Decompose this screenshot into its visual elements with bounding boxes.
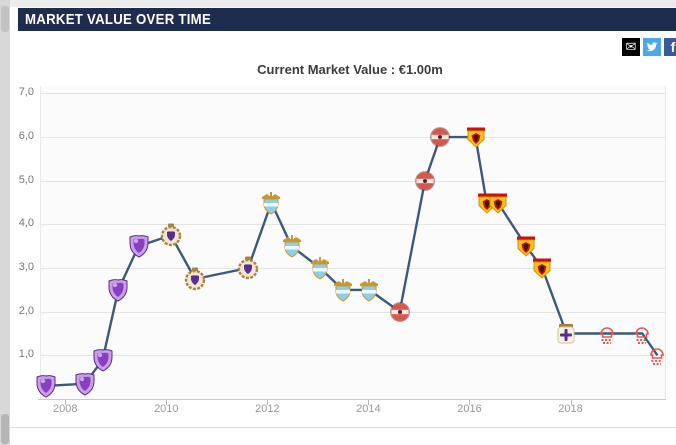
- y-axis-label: 5,0: [18, 173, 34, 186]
- red-outline-crest-icon[interactable]: [631, 322, 653, 346]
- section-divider: [10, 427, 676, 428]
- purple-shield-crest-icon[interactable]: [74, 372, 96, 396]
- section-header: MARKET VALUE OVER TIME: [18, 8, 676, 31]
- x-axis-tick: [368, 400, 370, 405]
- sky-blue-eagle-crest-icon[interactable]: [332, 278, 354, 302]
- gridline: [41, 93, 665, 95]
- x-axis-tick: [166, 400, 168, 405]
- y-axis-label: 3,0: [18, 261, 34, 274]
- yellow-red-hart-crest-icon[interactable]: [487, 191, 509, 215]
- purple-shield-crest-icon[interactable]: [107, 278, 129, 302]
- white-purple-cross-crest-icon[interactable]: [555, 322, 577, 346]
- sky-blue-eagle-crest-icon[interactable]: [260, 191, 282, 215]
- x-axis-label: 2008: [53, 403, 78, 415]
- gold-ornate-shield-crest-icon[interactable]: [160, 223, 182, 247]
- x-axis-tick: [267, 400, 269, 405]
- gridline: [41, 180, 665, 182]
- red-roundel-crest-icon[interactable]: [389, 300, 411, 324]
- x-axis-label: 2018: [558, 403, 583, 415]
- x-axis-tick: [65, 400, 67, 405]
- red-outline-crest-icon[interactable]: [646, 343, 668, 367]
- x-axis-label: 2014: [356, 403, 381, 415]
- purple-shield-crest-icon[interactable]: [35, 374, 57, 398]
- x-axis-label: 2010: [154, 403, 179, 415]
- red-outline-crest-icon[interactable]: [596, 322, 618, 346]
- chart-title: Current Market Value : €1.00m: [257, 62, 443, 77]
- y-axis-label: 7,0: [18, 86, 34, 99]
- gridline: [41, 311, 665, 313]
- x-axis-label: 2012: [255, 403, 280, 415]
- section-title: MARKET VALUE OVER TIME: [25, 11, 212, 28]
- y-axis-label: 4,0: [18, 217, 34, 230]
- email-share-icon[interactable]: ✉: [622, 38, 640, 56]
- gridline: [41, 137, 665, 139]
- purple-shield-crest-icon[interactable]: [92, 348, 114, 372]
- yellow-red-hart-crest-icon[interactable]: [531, 256, 553, 280]
- purple-shield-crest-icon[interactable]: [128, 234, 150, 258]
- gold-ornate-shield-crest-icon[interactable]: [237, 256, 259, 280]
- x-axis-tick: [469, 400, 471, 405]
- x-axis-tick: [570, 400, 572, 405]
- gridline: [41, 224, 665, 226]
- red-roundel-crest-icon[interactable]: [429, 125, 451, 149]
- scrollbar[interactable]: [0, 0, 10, 445]
- y-axis-label: 6,0: [18, 130, 34, 143]
- scrollbar-segment[interactable]: [1, 6, 9, 32]
- sky-blue-eagle-crest-icon[interactable]: [281, 234, 303, 258]
- page-top-edge: [0, 0, 676, 7]
- yellow-red-hart-crest-icon[interactable]: [515, 234, 537, 258]
- sky-blue-eagle-crest-icon[interactable]: [358, 278, 380, 302]
- y-axis-label: 2,0: [18, 304, 34, 317]
- gridline: [41, 268, 665, 270]
- red-roundel-crest-icon[interactable]: [414, 169, 436, 193]
- facebook-share-icon[interactable]: f: [664, 38, 676, 56]
- gold-ornate-shield-crest-icon[interactable]: [184, 267, 206, 291]
- y-axis-label: 1,0: [18, 348, 34, 361]
- x-axis-line: [38, 399, 666, 400]
- scrollbar-thumb[interactable]: [1, 414, 9, 444]
- x-axis-label: 2016: [457, 403, 482, 415]
- twitter-share-icon[interactable]: [643, 38, 661, 56]
- twitter-bird-icon: [646, 42, 658, 52]
- gridline: [41, 355, 665, 357]
- yellow-red-hart-crest-icon[interactable]: [465, 125, 487, 149]
- plot-area: [36, 86, 668, 399]
- sky-blue-eagle-crest-icon[interactable]: [309, 256, 331, 280]
